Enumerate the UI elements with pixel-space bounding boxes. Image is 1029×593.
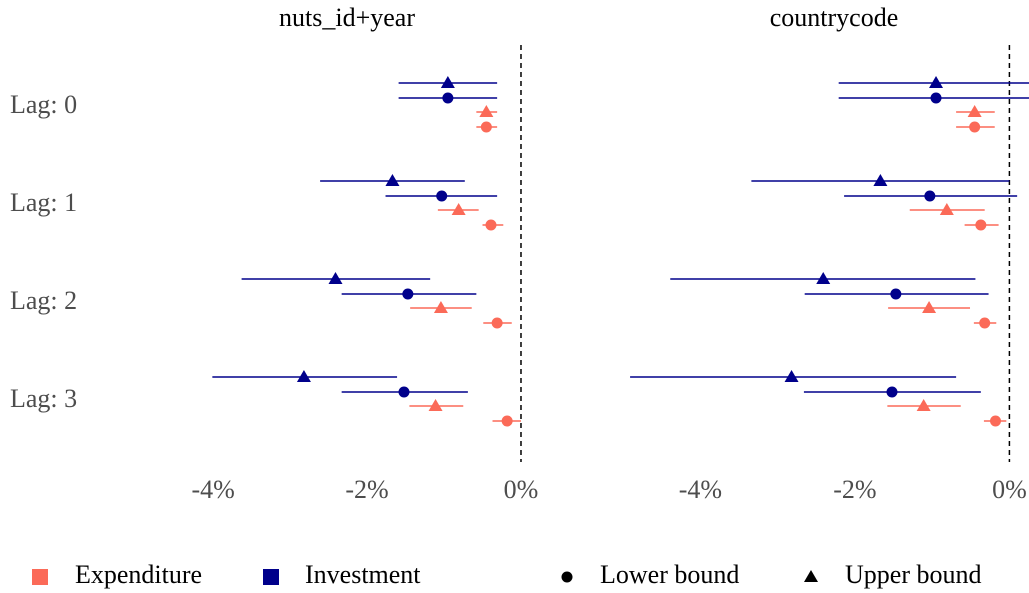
point — [479, 105, 494, 117]
point — [939, 203, 954, 215]
point — [922, 301, 937, 313]
category-label: Lag: 2 — [10, 286, 77, 315]
x-tick-label: 0% — [504, 475, 539, 504]
legend-key — [804, 570, 818, 582]
x-tick-label: 0% — [992, 475, 1027, 504]
point — [436, 190, 448, 202]
legend-label: Investment — [305, 560, 421, 589]
point — [480, 121, 492, 133]
point — [916, 399, 931, 411]
point — [501, 415, 513, 427]
point — [886, 386, 898, 398]
point — [398, 386, 410, 398]
x-tick-label: -2% — [345, 475, 388, 504]
point — [929, 76, 944, 88]
point — [385, 174, 400, 186]
point — [975, 219, 987, 231]
point — [969, 121, 981, 133]
point — [328, 272, 343, 284]
x-tick-label: -4% — [191, 475, 234, 504]
point — [451, 203, 466, 215]
point — [930, 92, 942, 104]
point — [816, 272, 831, 284]
x-tick-label: -2% — [833, 475, 876, 504]
point — [979, 317, 991, 329]
panel-title: nuts_id+year — [279, 3, 415, 32]
point — [440, 76, 455, 88]
point — [924, 190, 936, 202]
legend-label: Upper bound — [845, 560, 981, 589]
point — [990, 415, 1002, 427]
panel-title: countrycode — [770, 3, 899, 32]
point — [873, 174, 888, 186]
point — [784, 370, 799, 382]
category-label: Lag: 0 — [10, 90, 77, 119]
legend-key — [32, 569, 48, 585]
point — [402, 288, 414, 300]
point — [433, 301, 448, 313]
point — [428, 399, 443, 411]
point — [890, 288, 902, 300]
point — [491, 317, 503, 329]
category-label: Lag: 1 — [10, 188, 77, 217]
legend-label: Expenditure — [75, 560, 202, 589]
legend-key — [561, 571, 573, 583]
category-label: Lag: 3 — [10, 384, 77, 413]
x-tick-label: -4% — [679, 475, 722, 504]
point — [442, 92, 454, 104]
point — [485, 219, 497, 231]
point — [296, 370, 311, 382]
point — [967, 105, 982, 117]
legend-label: Lower bound — [600, 560, 739, 589]
legend-key — [263, 569, 279, 585]
